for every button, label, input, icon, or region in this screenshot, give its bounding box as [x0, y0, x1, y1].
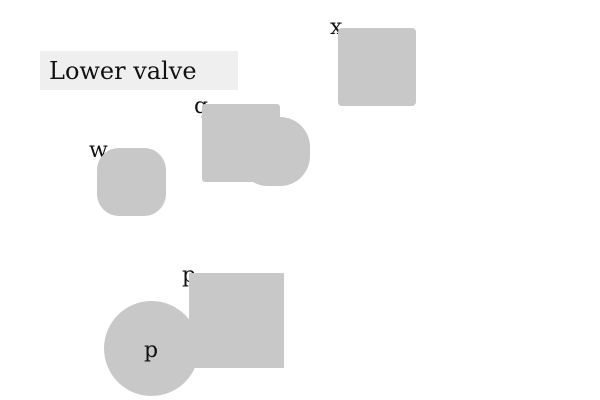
shape-x[interactable]: [338, 28, 416, 106]
shape-p-square[interactable]: [189, 273, 284, 368]
lower-valve-button-label: Lower valve: [49, 56, 197, 85]
shape-q-blob: [238, 117, 310, 186]
shape-p-circle-label: p: [144, 338, 159, 363]
lower-valve-button[interactable]: Lower valve: [40, 51, 238, 90]
shape-p-circle[interactable]: [104, 301, 199, 396]
shape-w[interactable]: [97, 148, 166, 216]
